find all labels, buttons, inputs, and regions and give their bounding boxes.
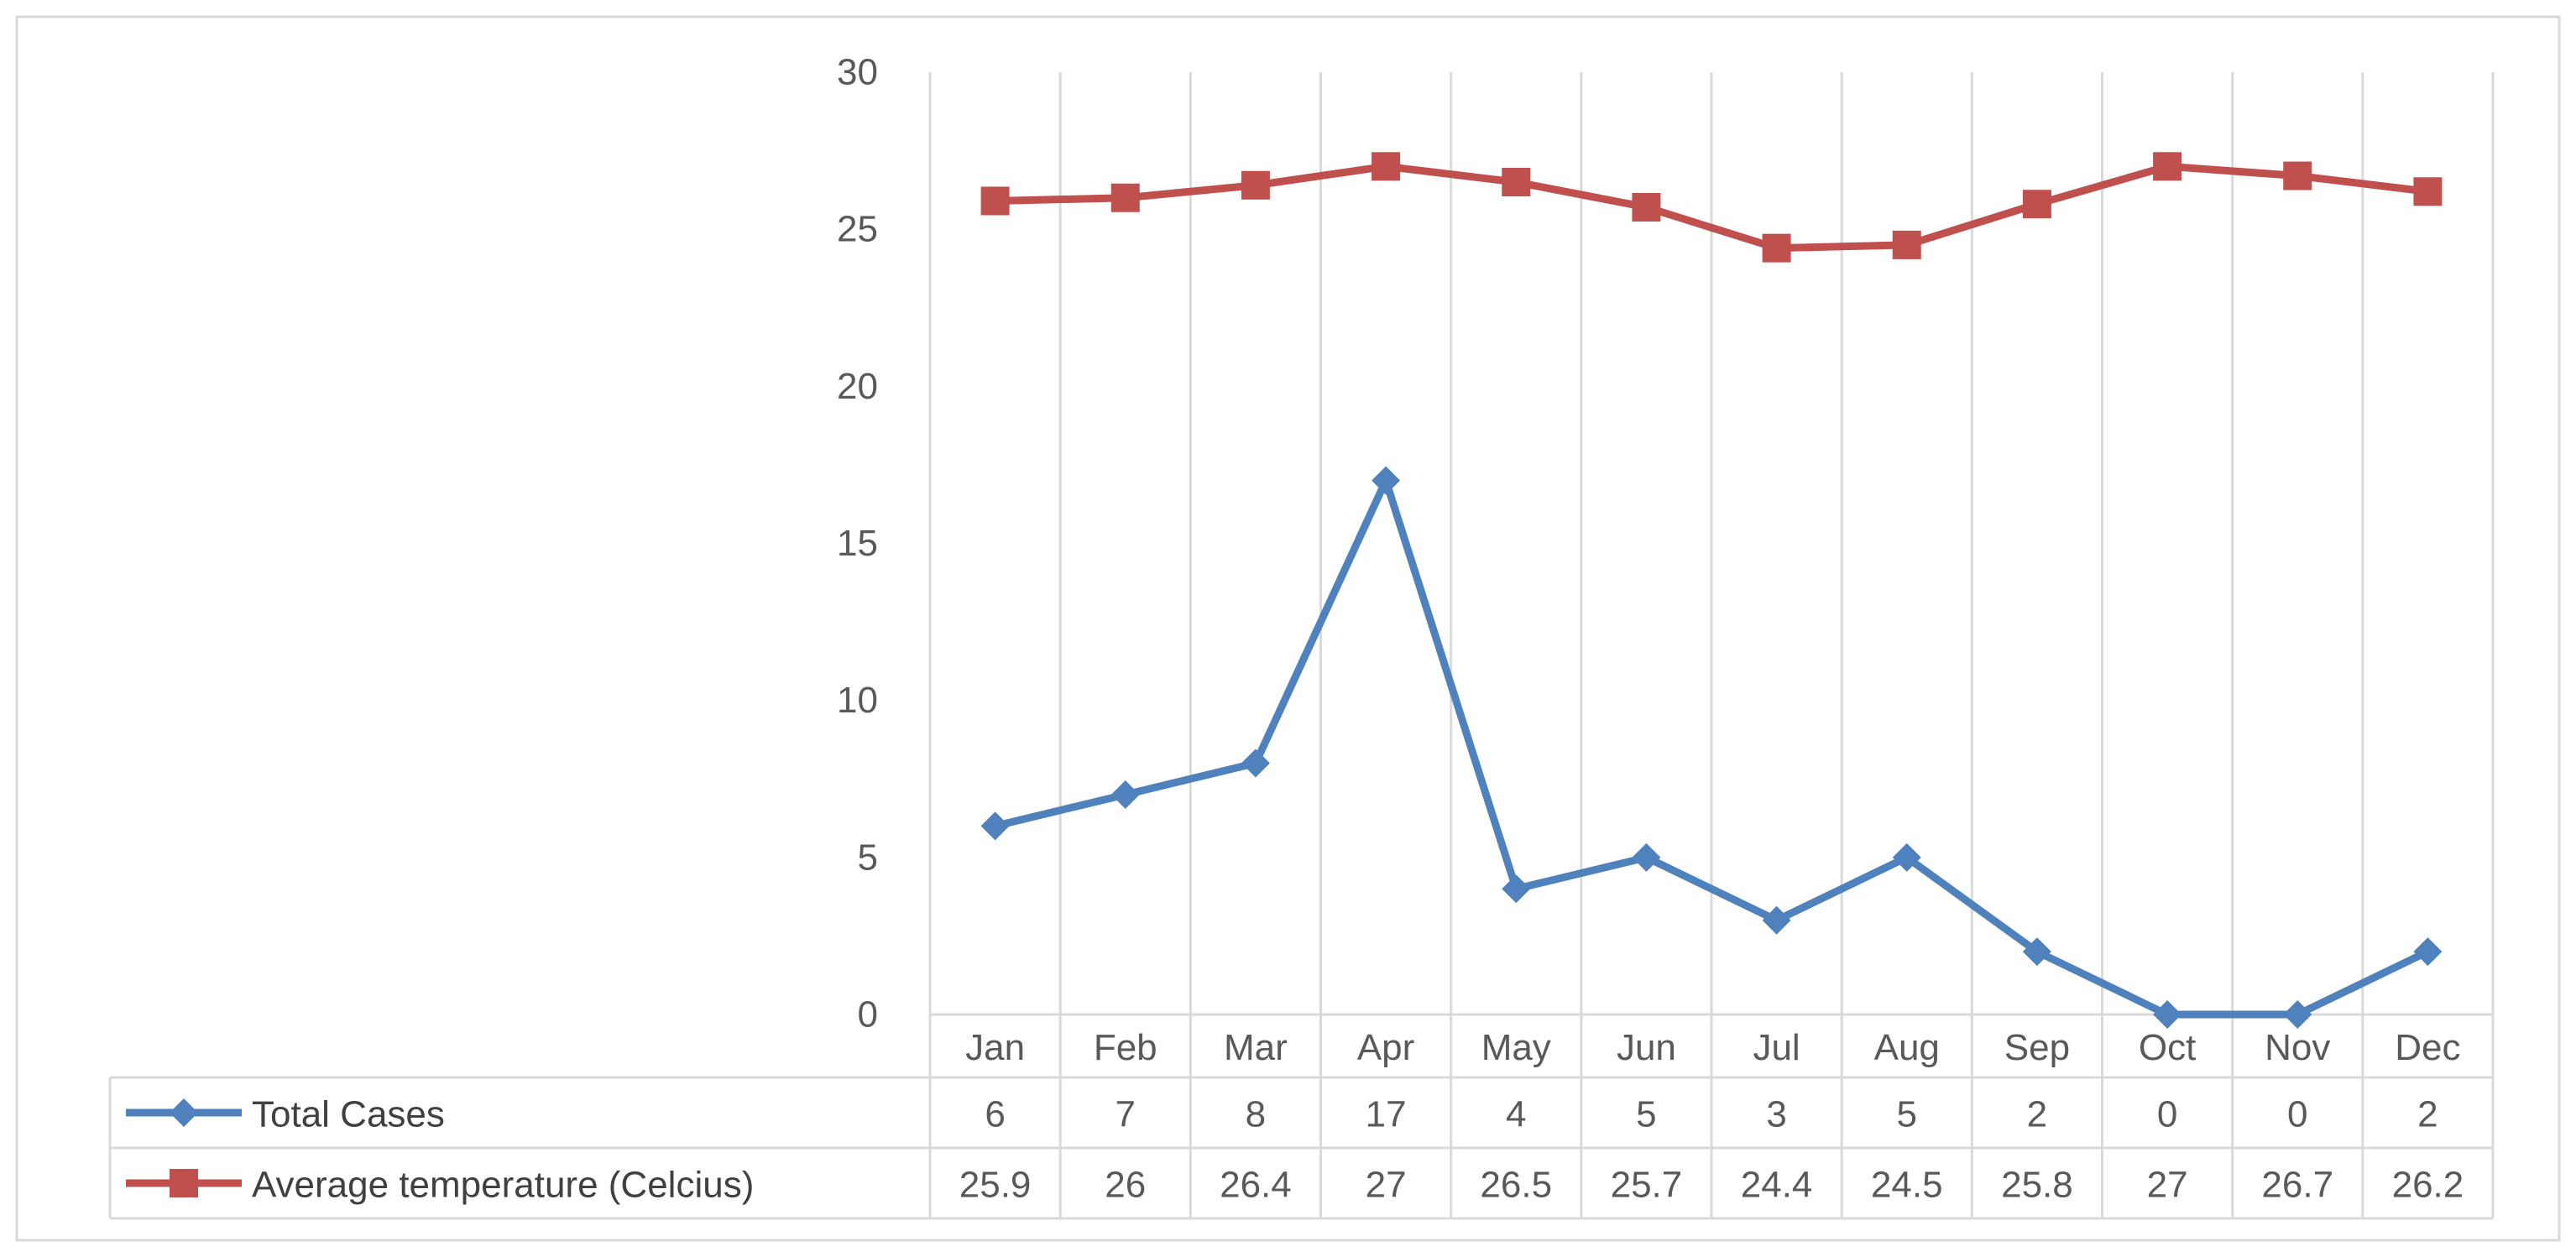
square-marker: [2022, 190, 2051, 219]
data-table-cell: 6: [985, 1094, 1005, 1135]
square-marker: [1110, 183, 1140, 212]
diamond-marker: [2413, 937, 2443, 967]
square-marker: [980, 186, 1010, 216]
data-table-cell: 27: [1366, 1165, 1407, 1206]
square-marker: [1762, 233, 1791, 263]
diamond-marker: [1241, 748, 1270, 778]
data-table-cell: 0: [2287, 1094, 2307, 1135]
y-tick-label: 5: [858, 837, 878, 878]
data-table-cell: 7: [1116, 1094, 1136, 1135]
y-tick-label: 30: [837, 52, 878, 93]
diamond-marker: [1632, 842, 1661, 872]
data-table-cell: 5: [1636, 1094, 1656, 1135]
data-table-cell: 5: [1897, 1094, 1917, 1135]
x-tick-label: May: [1481, 1027, 1551, 1068]
legend-label: Average temperature (Celcius): [252, 1165, 754, 1206]
y-tick-label: 25: [837, 209, 878, 250]
x-tick-label: Mar: [1224, 1027, 1288, 1068]
diamond-marker: [1762, 905, 1791, 935]
chart-border: [15, 15, 2561, 1242]
diamond-marker: [1372, 466, 1401, 495]
square-marker: [2153, 152, 2182, 181]
square-marker: [1241, 170, 1270, 200]
x-tick-label: Aug: [1874, 1027, 1940, 1068]
x-tick-label: Oct: [2139, 1027, 2196, 1068]
data-table-cell: 2: [2417, 1094, 2438, 1135]
data-table-cell: 24.4: [1741, 1165, 1813, 1206]
x-tick-label: Jul: [1753, 1027, 1800, 1068]
diamond-marker: [2283, 1000, 2312, 1029]
data-table-cell: 25.7: [1611, 1165, 1683, 1206]
x-axis: Jan Feb Mar Apr May Jun Jul Aug Sep Oct Nov Dec: [965, 1027, 2460, 1068]
data-table-cell: 2: [2027, 1094, 2047, 1135]
diamond-marker: [1892, 842, 1921, 872]
data-table-cell: 3: [1766, 1094, 1786, 1135]
plot-area: [980, 152, 2443, 1029]
data-table-cell: 17: [1366, 1094, 1407, 1135]
x-tick-label: Apr: [1357, 1027, 1414, 1068]
diamond-marker: [2153, 1000, 2182, 1029]
diamond-marker: [1110, 780, 1140, 809]
series-line: [991, 477, 2432, 1019]
y-tick-label: 15: [837, 523, 878, 564]
data-table: Total Cases 6 7 8 17 4 5 3 5 2 0 0 2 Average temperat…: [108, 1076, 2493, 1220]
x-tick-label: Nov: [2265, 1027, 2330, 1068]
data-table-cell: 25.8: [2001, 1165, 2073, 1206]
x-tick-label: Jan: [965, 1027, 1025, 1068]
y-tick-label: 10: [837, 680, 878, 721]
square-marker: [2413, 177, 2443, 206]
x-tick-label: Jun: [1617, 1027, 1676, 1068]
data-table-cell: 25.9: [959, 1165, 1032, 1206]
data-table-cell: 26.5: [1480, 1165, 1552, 1206]
data-table-cell: 26: [1105, 1165, 1146, 1206]
legend-label: Total Cases: [252, 1094, 445, 1135]
square-marker: [1372, 152, 1401, 181]
diamond-marker: [980, 811, 1010, 841]
data-table-cell: 26.7: [2261, 1165, 2333, 1206]
data-table-cell: 26.4: [1220, 1165, 1292, 1206]
square-marker: [170, 1169, 198, 1197]
square-marker: [2283, 161, 2312, 190]
diamond-marker: [1502, 874, 1531, 904]
diamond-marker: [2022, 937, 2051, 967]
y-tick-label: 0: [858, 994, 878, 1035]
data-table-cell: 24.5: [1871, 1165, 1943, 1206]
square-marker: [1502, 168, 1531, 197]
data-table-cell: 27: [2147, 1165, 2188, 1206]
data-table-cell: 26.2: [2392, 1165, 2464, 1206]
data-table-cell: 4: [1506, 1094, 1526, 1135]
x-tick-label: Sep: [2004, 1027, 2070, 1068]
data-table-cell: 8: [1246, 1094, 1266, 1135]
y-tick-label: 20: [837, 366, 878, 407]
series-line: [991, 162, 2432, 253]
y-axis: 0 5 10 15 20 25 30: [837, 52, 878, 1035]
diamond-marker: [170, 1098, 198, 1127]
square-marker: [1892, 230, 1921, 259]
square-marker: [1632, 192, 1661, 222]
x-tick-label: Feb: [1094, 1027, 1157, 1068]
data-table-cell: 0: [2157, 1094, 2177, 1135]
x-tick-label: Dec: [2395, 1027, 2460, 1068]
